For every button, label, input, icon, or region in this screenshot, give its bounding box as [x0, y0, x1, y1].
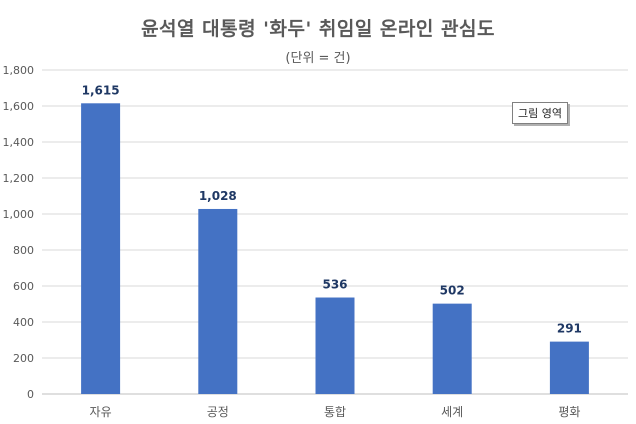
bar	[549, 341, 589, 394]
data-label: 536	[322, 278, 347, 292]
y-tick-label: 800	[13, 244, 34, 257]
y-tick-label: 200	[13, 352, 34, 365]
y-tick-label: 1,000	[3, 208, 35, 221]
chart-subtitle: (단위 = 건)	[285, 51, 351, 66]
chart-title: 윤석열 대통령 '화두' 취임일 온라인 관심도	[141, 18, 495, 40]
bar	[198, 208, 238, 394]
x-tick-label: 세계	[441, 405, 463, 419]
data-label: 291	[557, 322, 582, 336]
y-tick-label: 600	[13, 280, 34, 293]
x-tick-label: 공정	[207, 405, 229, 419]
data-label: 502	[440, 284, 465, 298]
data-label: 1,615	[82, 83, 120, 97]
y-tick-label: 1,200	[3, 172, 35, 185]
x-tick-label: 통합	[324, 405, 346, 419]
y-tick-label: 1,600	[3, 100, 35, 113]
plot-area-tooltip: 그림 영역	[512, 102, 568, 124]
y-tick-label: 400	[13, 316, 34, 329]
x-tick-label: 평화	[558, 405, 580, 419]
y-tick-label: 0	[27, 388, 34, 401]
x-tick-label: 자유	[90, 405, 112, 419]
y-tick-label: 1,800	[3, 64, 35, 77]
data-label: 1,028	[199, 189, 237, 203]
y-tick-label: 1,400	[3, 136, 35, 149]
bar	[315, 297, 355, 394]
bar	[81, 103, 121, 395]
bar	[432, 303, 472, 394]
